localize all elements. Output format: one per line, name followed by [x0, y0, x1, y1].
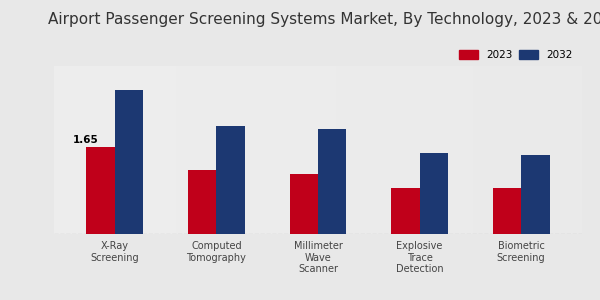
Legend: 2023, 2032: 2023, 2032 [455, 46, 577, 64]
Bar [86, 147, 115, 234]
Bar [493, 188, 521, 234]
Bar [391, 188, 419, 234]
Text: Airport Passenger Screening Systems Market, By Technology, 2023 & 2032: Airport Passenger Screening Systems Mark… [48, 12, 600, 27]
Text: 1.65: 1.65 [73, 135, 98, 145]
Bar [318, 129, 346, 234]
Bar [217, 126, 245, 234]
Bar [290, 174, 318, 234]
Bar [188, 170, 217, 234]
Bar [115, 90, 143, 234]
Bar [419, 153, 448, 234]
Bar [521, 155, 550, 234]
